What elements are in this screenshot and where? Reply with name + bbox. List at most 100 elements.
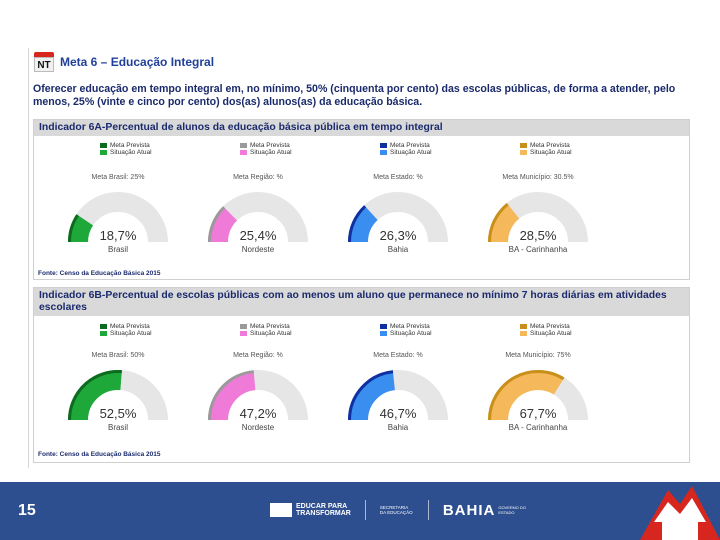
legend-label: Meta Prevista — [250, 323, 290, 330]
legend-swatch — [240, 331, 247, 336]
legend-swatch — [380, 150, 387, 155]
gauge-target-label: Meta Brasil: 50% — [91, 352, 145, 359]
gauge-meta-arc — [208, 206, 226, 243]
gauge: Meta Município: 30.5% 28,5% BA - Carinhanh… — [468, 172, 608, 254]
gauge-target-label: Meta Estado: % — [373, 174, 423, 181]
gauge: Meta Região: % 47,2% Nordeste — [188, 350, 328, 432]
gauge-region-label: Nordeste — [242, 423, 275, 432]
legend-label: Meta Prevista — [390, 323, 430, 330]
gauge-chart: 67,7% BA - Carinhanha — [488, 370, 588, 432]
legend-swatch — [100, 143, 107, 148]
educar-logo-icon — [270, 503, 292, 517]
legend-swatch — [100, 150, 107, 155]
gauge-meta-arc — [68, 370, 122, 421]
gauge-region-label: Nordeste — [242, 245, 275, 254]
indicator-6a-source: Fonte: Censo da Educação Básica 2015 — [38, 270, 161, 277]
legend-label: Situação Atual — [390, 330, 432, 337]
gauge-region-label: BA - Carinhanha — [509, 423, 568, 432]
gauge-chart: 52,5% Brasil — [68, 370, 168, 432]
legend-item: Meta Prevista Situação Atual — [100, 142, 240, 156]
legend-label: Meta Prevista — [530, 142, 570, 149]
legend-swatch — [520, 150, 527, 155]
legend-item: Meta Prevista Situação Atual — [380, 323, 520, 337]
corner-mountain-logo — [640, 486, 720, 540]
logo-divider-2 — [427, 500, 429, 520]
gauge-target-label: Meta Estado: % — [373, 352, 423, 359]
secretaria-logo: SECRETARIA DA EDUCAÇÃO — [379, 505, 413, 515]
legend-label: Situação Atual — [530, 330, 572, 337]
gauge-chart: 47,2% Nordeste — [208, 370, 308, 432]
gauge: Meta Estado: % 26,3% Bahia — [328, 172, 468, 254]
gauge-meta-arc — [348, 370, 394, 421]
gauge-chart: 25,4% Nordeste — [208, 192, 308, 254]
legend-swatch — [100, 331, 107, 336]
legend-item: Meta Prevista Situação Atual — [520, 323, 660, 337]
gauge-meta-arc — [488, 202, 509, 243]
gauge-target-label: Meta Município: 75% — [505, 352, 571, 359]
logo-divider — [364, 500, 366, 520]
legend-swatch — [380, 324, 387, 329]
gauge-chart: 18,7% Brasil — [68, 192, 168, 254]
indicator-6b-title: Indicador 6B-Percentual de escolas públi… — [34, 288, 689, 316]
indicator-6b-source: Fonte: Censo da Educação Básica 2015 — [38, 451, 161, 458]
gauge-value-arc — [68, 370, 122, 421]
gauge: Meta Município: 75% 67,7% BA - Carinhanha — [468, 350, 608, 432]
educar-logo-line2: TRANSFORMAR — [296, 510, 351, 517]
gauge: Meta Brasil: 50% 52,5% Brasil — [48, 350, 188, 432]
gauge-chart: 26,3% Bahia — [348, 192, 448, 254]
legend-label: Situação Atual — [390, 149, 432, 156]
gauge-region-label: Brasil — [108, 245, 128, 254]
gauge-target-label: Meta Região: % — [233, 352, 283, 359]
legend-label: Situação Atual — [250, 149, 292, 156]
legend-label: Situação Atual — [110, 149, 152, 156]
legend-swatch — [520, 331, 527, 336]
gauge-meta-arc — [208, 370, 254, 421]
goal-text: Oferecer educação em tempo integral em, … — [33, 83, 676, 108]
footer-bar: 15 EDUCAR PARA TRANSFORMAR SECRETARIA DA… — [0, 482, 720, 540]
legend-label: Meta Prevista — [530, 323, 570, 330]
legend-item: Meta Prevista Situação Atual — [100, 323, 240, 337]
gauge: Meta Região: % 25,4% Nordeste — [188, 172, 328, 254]
gauge-value-arc — [348, 205, 379, 243]
legend-swatch — [380, 331, 387, 336]
slide-title: Meta 6 – Educação Integral — [60, 55, 215, 69]
educar-logo-line1: EDUCAR PARA — [296, 503, 348, 510]
gauge: Meta Estado: % 46,7% Bahia — [328, 350, 468, 432]
gauge-value-arc — [208, 370, 256, 421]
legend-swatch — [520, 143, 527, 148]
gauge-value-text: 26,3% — [380, 228, 417, 243]
legend-label: Meta Prevista — [250, 142, 290, 149]
legend-label: Situação Atual — [250, 330, 292, 337]
legend-swatch — [240, 324, 247, 329]
indicator-6a-panel: Indicador 6A-Percentual de alunos da edu… — [33, 119, 690, 280]
gauge-value-arc — [488, 202, 520, 243]
legend-label: Meta Prevista — [110, 323, 150, 330]
gauge-chart: 46,7% Bahia — [348, 370, 448, 432]
nt-logo: NT — [34, 52, 54, 72]
gauge-value-text: 28,5% — [520, 228, 557, 243]
gauge-value-arc — [348, 370, 396, 421]
gauge-value-arc — [208, 206, 238, 243]
indicator-6b-panel: Indicador 6B-Percentual de escolas públi… — [33, 287, 690, 463]
gauge-value-arc — [488, 370, 565, 421]
indicator-6b-gauges: Meta Brasil: 50% 52,5% Brasil Meta Região: … — [48, 350, 608, 432]
legend-label: Situação Atual — [530, 149, 572, 156]
bahia-logo-sub: GOVERNO DO ESTADO — [498, 505, 526, 515]
gauge-target-label: Meta Município: 30.5% — [502, 174, 574, 181]
gauge-value-text: 67,7% — [520, 406, 557, 421]
gauge-region-label: Bahia — [388, 423, 409, 432]
gauge-value-arc — [68, 214, 94, 243]
gauge-value-text: 18,7% — [100, 228, 137, 243]
gauge-value-text: 25,4% — [240, 228, 277, 243]
gauge-region-label: BA - Carinhanha — [509, 245, 568, 254]
gauge-chart: 28,5% BA - Carinhanha — [488, 192, 588, 254]
left-rule — [28, 48, 29, 468]
legend-item: Meta Prevista Situação Atual — [240, 142, 380, 156]
gauge-meta-arc — [348, 205, 367, 243]
legend-swatch — [380, 143, 387, 148]
legend-swatch — [100, 324, 107, 329]
indicator-6a-gauges: Meta Brasil: 25% 18,7% Brasil Meta Região: … — [48, 172, 608, 254]
gauge-value-text: 46,7% — [380, 406, 417, 421]
bahia-logo: BAHIA — [442, 501, 496, 519]
legend-label: Meta Prevista — [110, 142, 150, 149]
